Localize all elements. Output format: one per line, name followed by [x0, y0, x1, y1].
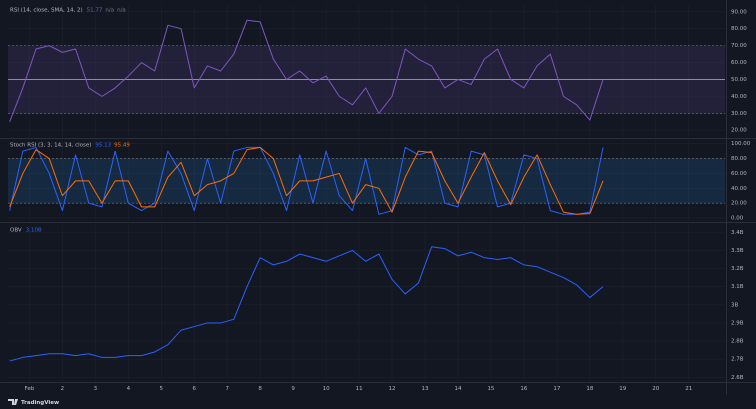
pane-value: 95.13 — [95, 143, 111, 149]
y-tick-label: 3.1B — [731, 284, 744, 290]
y-tick-label: 3B — [731, 302, 738, 308]
y-tick-label: 2.6B — [731, 375, 744, 381]
y-tick-label: 70.00 — [731, 43, 747, 49]
x-tick-label: 4 — [127, 386, 131, 392]
x-tick-label: 14 — [454, 386, 461, 392]
x-tick-label: 15 — [487, 386, 494, 392]
pane-value: 95.49 — [114, 143, 130, 149]
x-tick-label: 2 — [61, 386, 65, 392]
y-tick-label: 80.00 — [731, 156, 747, 162]
y-tick-label: 20.00 — [731, 201, 747, 207]
y-tick-label: 100.00 — [731, 141, 751, 147]
x-tick-label: 13 — [422, 386, 429, 392]
x-tick-label: 5 — [160, 386, 164, 392]
logo — [8, 399, 18, 405]
series-line — [9, 246, 604, 362]
x-tick-label: Feb — [25, 386, 35, 392]
y-tick-label: 80.00 — [731, 26, 747, 32]
x-tick-label: 12 — [389, 386, 396, 392]
x-tick-label: 19 — [619, 386, 626, 392]
pane-value: 51.77 — [87, 8, 103, 14]
x-tick-label: 18 — [586, 386, 593, 392]
y-tick-label: 3.3B — [731, 248, 744, 254]
footer-brand: TradingView — [21, 400, 59, 406]
pane-title: Stoch RSI (3, 3, 14, 14, close) — [10, 143, 91, 149]
y-tick-label: 90.00 — [731, 9, 747, 15]
y-tick-label: 40.00 — [731, 186, 747, 192]
y-tick-label: 50.00 — [731, 77, 747, 83]
x-tick-label: 10 — [323, 386, 330, 392]
series-line — [9, 146, 604, 215]
y-tick-label: 60.00 — [731, 171, 747, 177]
x-tick-label: 6 — [193, 386, 197, 392]
x-tick-label: 21 — [685, 386, 692, 392]
x-tick-label: 16 — [520, 386, 527, 392]
x-tick-label: 3 — [94, 386, 98, 392]
x-tick-label: 20 — [652, 386, 659, 392]
y-tick-label: 3.4B — [731, 230, 744, 236]
x-tick-label: 9 — [291, 386, 295, 392]
y-tick-label: 20.00 — [731, 128, 747, 134]
pane-title: OBV — [10, 228, 22, 234]
y-tick-label: 30.00 — [731, 111, 747, 117]
pane-value: 3.10B — [26, 228, 42, 234]
pane-value: n/a — [117, 8, 126, 14]
y-tick-label: 3.2B — [731, 266, 744, 272]
pane-value: n/a — [105, 8, 114, 14]
y-tick-label: 2.9B — [731, 320, 744, 326]
x-tick-label: 8 — [258, 386, 262, 392]
series-line — [9, 146, 604, 215]
footer-bar — [0, 395, 756, 409]
pane-title: RSI (14, close, SMA, 14, 2) — [10, 8, 83, 14]
series-line — [9, 19, 604, 122]
y-tick-label: 2.8B — [731, 339, 744, 345]
y-tick-label: 0.00 — [731, 216, 744, 222]
x-tick-label: 7 — [225, 386, 229, 392]
x-tick-label: 17 — [553, 386, 560, 392]
y-tick-label: 40.00 — [731, 94, 747, 100]
y-tick-label: 2.7B — [731, 357, 744, 363]
y-tick-label: 60.00 — [731, 60, 747, 66]
x-tick-label: 11 — [356, 386, 363, 392]
